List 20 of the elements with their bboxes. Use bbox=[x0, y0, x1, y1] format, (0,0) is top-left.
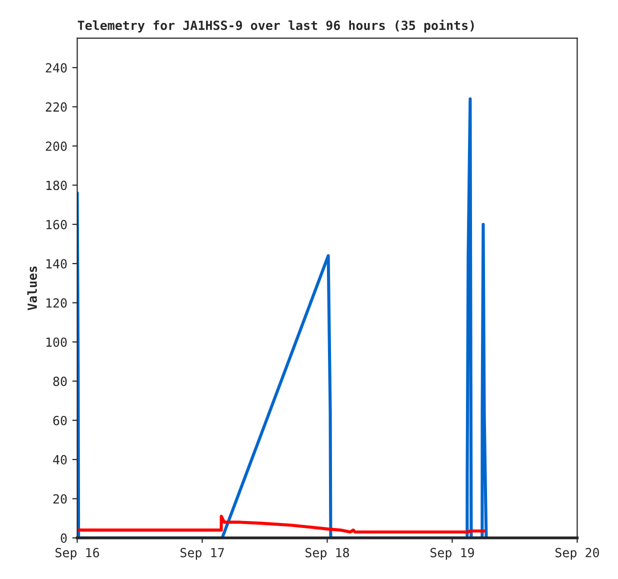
y-tick-label: 0 bbox=[60, 533, 67, 543]
x-tick-label: Sep 16 bbox=[56, 548, 100, 560]
chart-title: Telemetry for JA1HSS-9 over last 96 hours (35 points) bbox=[78, 20, 474, 32]
y-axis-title: Values bbox=[27, 266, 37, 310]
y-tick-label: 40 bbox=[53, 455, 67, 464]
x-tick-label: Sep 17 bbox=[180, 548, 224, 560]
y-tick-label: 100 bbox=[46, 337, 67, 347]
y-tick-label: 20 bbox=[53, 494, 67, 504]
y-tick-label: 120 bbox=[46, 298, 67, 308]
y-tick-label: 140 bbox=[46, 259, 67, 269]
x-tick-label: Sep 18 bbox=[306, 548, 350, 560]
y-tick-label: 60 bbox=[53, 416, 67, 426]
y-tick-label: 180 bbox=[46, 180, 67, 190]
x-tick-label: Sep 20 bbox=[555, 548, 599, 560]
y-tick-label: 160 bbox=[46, 220, 67, 230]
y-tick-label: 200 bbox=[46, 141, 67, 151]
y-tick-label: 220 bbox=[46, 102, 67, 112]
x-tick-label: Sep 19 bbox=[430, 548, 474, 560]
y-tick-label: 240 bbox=[46, 63, 67, 73]
y-tick-label: 80 bbox=[53, 376, 67, 386]
